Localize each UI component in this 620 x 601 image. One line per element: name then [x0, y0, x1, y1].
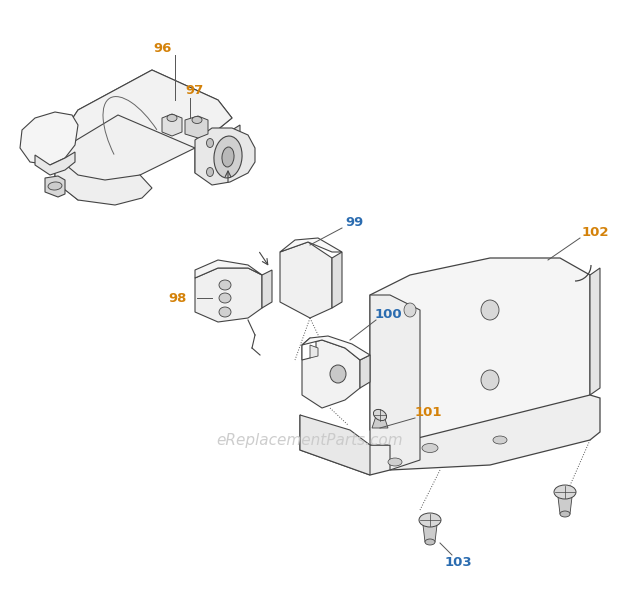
Polygon shape	[35, 152, 75, 175]
Polygon shape	[195, 125, 240, 173]
Ellipse shape	[192, 117, 202, 123]
Polygon shape	[302, 336, 370, 360]
Polygon shape	[45, 176, 65, 197]
Polygon shape	[360, 355, 370, 388]
Ellipse shape	[206, 168, 213, 177]
Ellipse shape	[222, 147, 234, 167]
Polygon shape	[55, 70, 232, 150]
Ellipse shape	[493, 436, 507, 444]
Ellipse shape	[48, 182, 62, 190]
Ellipse shape	[330, 365, 346, 383]
Polygon shape	[195, 268, 262, 322]
Polygon shape	[195, 260, 262, 278]
Ellipse shape	[373, 409, 386, 421]
Polygon shape	[280, 238, 342, 252]
Polygon shape	[558, 497, 572, 514]
Polygon shape	[332, 252, 342, 308]
Ellipse shape	[219, 293, 231, 303]
Text: 101: 101	[414, 406, 441, 418]
Polygon shape	[372, 416, 388, 428]
Ellipse shape	[481, 370, 499, 390]
Ellipse shape	[219, 307, 231, 317]
Polygon shape	[195, 128, 255, 185]
Text: 99: 99	[345, 216, 363, 228]
Text: 98: 98	[169, 291, 187, 305]
Polygon shape	[370, 295, 420, 470]
Polygon shape	[423, 525, 437, 542]
Ellipse shape	[560, 511, 570, 517]
Ellipse shape	[422, 444, 438, 453]
Text: 96: 96	[154, 41, 172, 55]
Polygon shape	[262, 270, 272, 308]
Polygon shape	[310, 345, 318, 358]
Polygon shape	[302, 340, 360, 408]
Ellipse shape	[419, 513, 441, 527]
Text: 100: 100	[374, 308, 402, 320]
Ellipse shape	[388, 458, 402, 466]
Ellipse shape	[554, 485, 576, 499]
Ellipse shape	[214, 136, 242, 178]
Text: 97: 97	[186, 85, 204, 97]
Polygon shape	[590, 268, 600, 395]
Ellipse shape	[206, 138, 213, 147]
Text: 102: 102	[582, 225, 609, 239]
Polygon shape	[302, 338, 316, 360]
Polygon shape	[370, 258, 590, 445]
Polygon shape	[300, 415, 370, 475]
Polygon shape	[55, 145, 152, 205]
Ellipse shape	[167, 115, 177, 121]
Text: eReplacementParts.com: eReplacementParts.com	[216, 433, 404, 448]
Polygon shape	[20, 112, 78, 165]
Ellipse shape	[219, 280, 231, 290]
Polygon shape	[162, 114, 182, 136]
Polygon shape	[55, 70, 232, 200]
Polygon shape	[55, 145, 60, 185]
Polygon shape	[300, 395, 600, 475]
Ellipse shape	[425, 539, 435, 545]
Ellipse shape	[481, 300, 499, 320]
Ellipse shape	[404, 303, 416, 317]
Text: 103: 103	[444, 555, 472, 569]
Polygon shape	[185, 116, 208, 138]
Polygon shape	[280, 242, 332, 318]
